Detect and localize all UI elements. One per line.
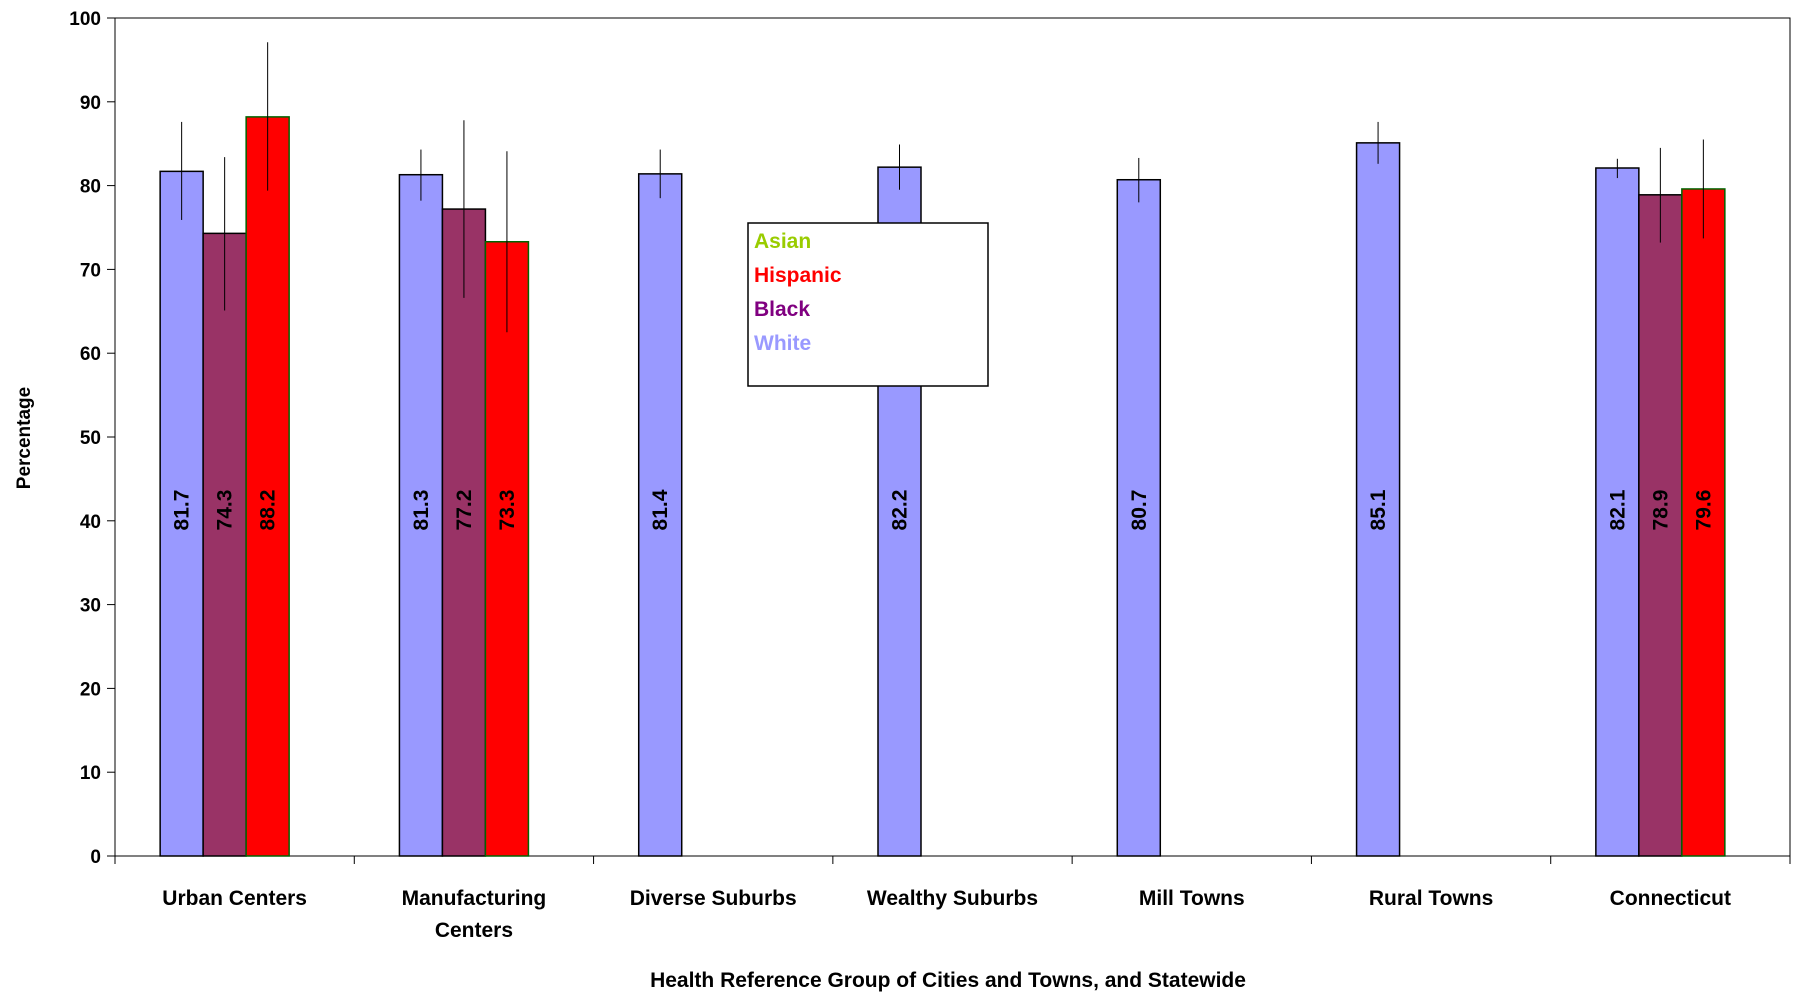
bar: [202, 232, 247, 857]
bars: 81.7 81.3 81.4 82.2 80.7 85.1 82.1 74.3 77.2 78.9…: [159, 42, 1726, 857]
y-tick-label: 90: [80, 93, 101, 114]
y-axis: 0 10 20 30 40 50 60 70 80 90 100: [69, 9, 115, 868]
plot-border: [114, 17, 1791, 857]
bar: [484, 240, 530, 857]
legend-entry: Asian: [754, 230, 811, 253]
y-tick-label: 80: [80, 177, 101, 198]
x-axis-title: Health Reference Group of Cities and Tow…: [650, 969, 1246, 992]
bar: [1355, 142, 1401, 857]
y-tick-label: 20: [80, 679, 101, 700]
bar: [1638, 194, 1683, 857]
y-tick-label: 60: [80, 344, 101, 365]
y-tick-label: 70: [80, 260, 101, 281]
legend-entry: Hispanic: [754, 264, 842, 287]
x-tick-label: Rural Towns: [1369, 887, 1493, 910]
bar: [441, 208, 487, 857]
data-label: 82.2: [889, 490, 912, 531]
data-label: 81.7: [171, 490, 194, 531]
data-label: 74.3: [214, 490, 237, 531]
y-tick-label: 0: [90, 847, 101, 868]
data-label: 88.2: [257, 490, 280, 531]
y-tick-label: 30: [80, 596, 101, 617]
x-tick-label-line2: Centers: [435, 919, 513, 942]
plot-area: [114, 17, 1791, 857]
data-label: 81.3: [410, 490, 433, 531]
x-tick-label: Urban Centers: [162, 887, 307, 910]
x-tick-label: Wealthy Suburbs: [867, 887, 1038, 910]
y-tick-label: 40: [80, 512, 101, 533]
bar: [1681, 188, 1726, 857]
bar: [398, 173, 444, 857]
y-tick-label: 10: [80, 763, 101, 784]
data-label: 82.1: [1606, 489, 1629, 530]
y-axis-title: Percentage: [14, 387, 35, 489]
y-tick-label: 50: [80, 428, 101, 449]
data-label: 85.1: [1367, 489, 1390, 530]
legend: Asian Hispanic Black White: [747, 222, 989, 387]
data-label: 73.3: [496, 490, 519, 531]
bar: [245, 116, 290, 857]
x-axis: Urban Centers Manufacturing Centers Diverse…: [114, 856, 1791, 942]
x-tick-label: Diverse Suburbs: [630, 887, 797, 910]
legend-entry: White: [754, 332, 811, 355]
x-tick-label: Connecticut: [1610, 887, 1731, 910]
data-label: 77.2: [453, 490, 476, 531]
y-tick-label: 100: [69, 9, 101, 30]
bar: [1116, 178, 1162, 857]
legend-box: [747, 222, 989, 387]
bar: [1595, 167, 1640, 857]
x-tick-label: Mill Towns: [1139, 887, 1245, 910]
x-tick-label: Manufacturing: [402, 887, 547, 910]
data-label: 78.9: [1649, 490, 1672, 531]
data-label: 80.7: [1128, 490, 1151, 531]
legend-entry: Black: [754, 298, 810, 321]
data-label: 81.4: [649, 489, 672, 530]
data-label: 79.6: [1692, 490, 1715, 531]
